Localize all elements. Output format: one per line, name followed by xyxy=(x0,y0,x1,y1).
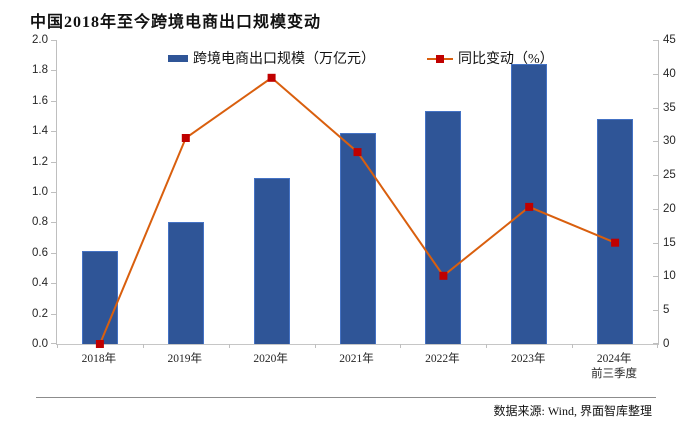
legend-label-line-series: 同比变动（%） xyxy=(458,52,554,67)
left-axis-tick-label: 1.0 xyxy=(32,186,48,198)
left-axis-tick-label: 0.4 xyxy=(32,277,48,290)
x-axis-label: 2023年 xyxy=(510,353,546,365)
right-axis-tick xyxy=(653,343,658,344)
line-marker-2021年 xyxy=(353,148,362,157)
line-marker-2023年 xyxy=(525,202,534,211)
right-axis-tick xyxy=(653,141,658,143)
x-axis-tick xyxy=(142,344,144,348)
chart-title: 中国2018年至今跨境电商出口规模变动 xyxy=(30,14,322,31)
right-axis-tick-label: 25 xyxy=(663,169,676,182)
left-axis-tick xyxy=(51,161,56,163)
right-axis-tick-label: 45 xyxy=(663,34,676,46)
right-axis-tick-label: 35 xyxy=(663,101,676,114)
footer-divider xyxy=(36,397,656,398)
line-marker-2022年 xyxy=(439,271,448,280)
legend-item-bar-series: 跨境电商出口规模（万亿元） xyxy=(168,48,375,68)
x-axis-label: 2019年 xyxy=(167,353,203,365)
left-axis-tick-label: 1.4 xyxy=(32,125,48,138)
right-axis-tick xyxy=(653,73,658,75)
right-axis-tick xyxy=(653,107,658,109)
left-axis-tick xyxy=(51,131,56,133)
left-axis-tick xyxy=(51,283,56,285)
left-axis-tick xyxy=(51,70,56,72)
left-y-axis: 0.0 0.2 0.4 0.6 0.8 1.0 1.2 1.4 1.6 1.8 2.0 xyxy=(0,34,48,350)
plot-area xyxy=(51,40,659,348)
right-axis-tick-label: 5 xyxy=(663,304,670,317)
bar-2022年 xyxy=(425,111,462,344)
right-axis-tick-label: 30 xyxy=(663,135,676,148)
legend-item-line-series: 同比变动（%） xyxy=(427,48,554,68)
x-axis-label: 2018年 xyxy=(81,353,117,365)
left-axis-tick-label: 0.6 xyxy=(32,246,48,259)
bar-2020年 xyxy=(253,178,290,344)
x-axis-tick xyxy=(57,344,58,348)
right-axis-tick xyxy=(653,175,658,177)
right-y-axis: 0 5 10 15 20 25 30 35 40 45 xyxy=(663,34,697,350)
line-series-swatch-icon xyxy=(427,54,453,63)
bar-2024年 xyxy=(597,119,634,344)
x-axis-tick xyxy=(400,344,402,348)
line-marker-2018年 xyxy=(95,340,104,348)
x-axis-tick xyxy=(314,344,316,348)
bar-series-swatch-icon xyxy=(168,54,188,62)
legend-label-bar-series: 跨境电商出口规模（万亿元） xyxy=(193,52,375,67)
left-axis-tick-label: 0.8 xyxy=(32,216,48,229)
left-axis-tick-label: 2.0 xyxy=(32,34,48,46)
x-axis-labels: 2018年 2019年 2020年 2021年 2022年 2023年 2024年 前三季度 xyxy=(56,352,657,386)
x-axis-tick xyxy=(572,344,574,348)
line-marker-2024年 xyxy=(611,238,620,247)
right-axis-tick xyxy=(653,40,658,41)
left-axis-tick xyxy=(51,222,56,224)
left-axis-tick xyxy=(51,40,56,41)
right-axis-tick xyxy=(653,242,658,244)
right-axis-tick-label: 10 xyxy=(663,270,676,283)
left-axis-tick xyxy=(51,343,56,344)
left-axis-tick-label: 1.8 xyxy=(32,64,48,77)
left-axis-tick-label: 1.2 xyxy=(32,155,48,168)
chart-legend: 跨境电商出口规模（万亿元） 同比变动（%） xyxy=(168,48,554,68)
left-axis-tick xyxy=(51,100,56,102)
bar-2018年 xyxy=(81,251,118,344)
line-marker-2019年 xyxy=(181,134,190,142)
line-series xyxy=(95,73,620,348)
right-axis-tick-label: 15 xyxy=(663,236,676,249)
left-axis-tick xyxy=(51,313,56,315)
x-axis-tick xyxy=(228,344,230,348)
left-axis-tick-label: 0.0 xyxy=(32,338,48,350)
line-swatch-marker xyxy=(436,54,444,63)
left-axis-tick xyxy=(51,192,56,193)
bar-2019年 xyxy=(167,222,204,344)
right-axis-tick-label: 40 xyxy=(663,67,676,80)
x-axis-label: 2020年 xyxy=(253,353,288,365)
x-axis-tick xyxy=(486,344,488,348)
line-marker-2020年 xyxy=(267,73,276,82)
left-axis-tick-label: 1.6 xyxy=(32,94,48,107)
x-axis-label: 2021年 xyxy=(339,353,374,365)
right-axis-tick xyxy=(653,208,658,210)
left-axis-tick-label: 0.2 xyxy=(32,307,48,320)
x-axis-tick xyxy=(657,344,658,348)
x-axis-label: 2024年 前三季度 xyxy=(591,353,638,380)
source-note: 数据来源: Wind, 界面智库整理 xyxy=(493,404,652,418)
left-axis-tick xyxy=(51,252,56,254)
x-axis-label: 2022年 xyxy=(425,353,460,365)
right-axis-tick xyxy=(653,276,658,278)
right-axis-tick-label: 0 xyxy=(663,338,670,350)
right-axis-tick xyxy=(653,310,658,312)
right-axis-tick-label: 20 xyxy=(663,202,676,215)
line-series-path xyxy=(98,76,616,345)
